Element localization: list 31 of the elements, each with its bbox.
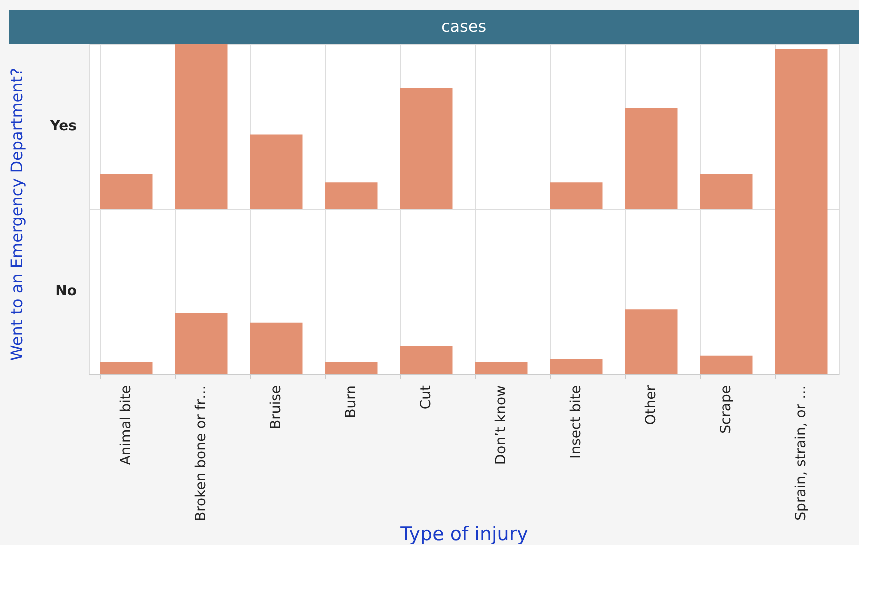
x-axis-title: Type of injury	[400, 524, 528, 546]
x-tick-label: Animal bite	[118, 386, 134, 466]
y-axis-title: Went to an Emergency Department?	[8, 68, 26, 362]
bar	[175, 312, 228, 374]
bar	[700, 174, 753, 209]
x-tick-label: Don’t know	[494, 386, 510, 466]
bar	[550, 182, 603, 209]
bar	[625, 108, 678, 209]
x-tick-label: Scrape	[718, 386, 734, 434]
x-tick-label: Burn	[344, 386, 360, 418]
chart-title: cases	[441, 17, 487, 36]
bar	[625, 310, 678, 374]
bar	[550, 359, 603, 374]
bar	[100, 362, 153, 374]
x-tick-label: Insect bite	[568, 386, 584, 459]
x-tick-label: Broken bone or fr…	[194, 386, 210, 522]
x-tick-label: Cut	[418, 384, 434, 410]
bar	[325, 182, 378, 209]
bar	[700, 356, 753, 374]
text: No	[56, 284, 78, 300]
bar	[400, 88, 453, 209]
bar	[475, 362, 528, 374]
bar	[100, 174, 153, 209]
bar	[250, 134, 303, 209]
x-tick-label: Other	[644, 385, 660, 426]
x-tick-label: Bruise	[268, 386, 284, 430]
bar	[325, 362, 378, 374]
bar	[250, 322, 303, 374]
bar	[400, 346, 453, 374]
text: Yes	[49, 118, 77, 134]
x-tick-label: Sprain, strain, or …	[794, 386, 810, 521]
